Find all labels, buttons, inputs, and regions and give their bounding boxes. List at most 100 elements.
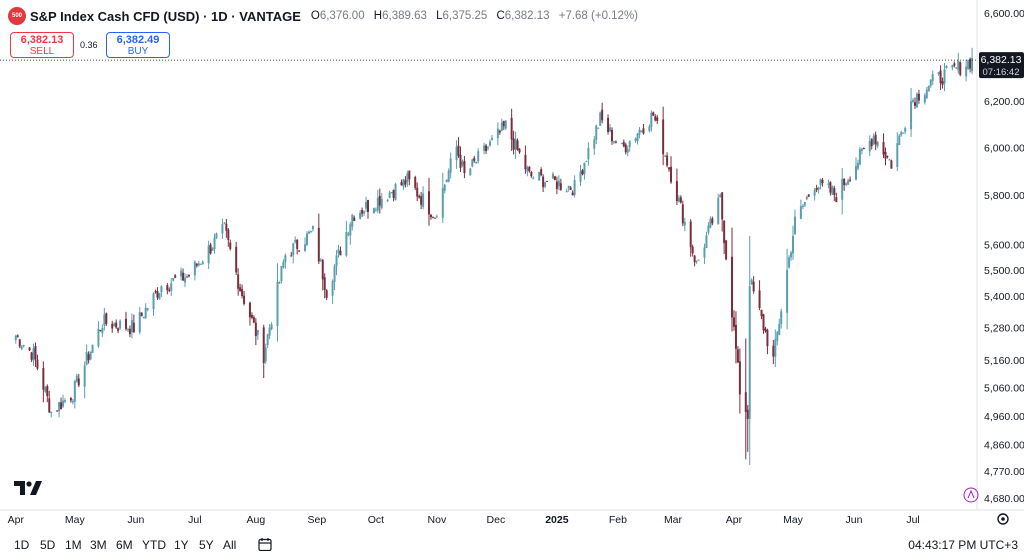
y-tick-label: 5,060.00: [984, 383, 1024, 395]
y-tick-label: 5,600.00: [984, 240, 1024, 252]
candle-body: [882, 142, 885, 155]
range-5d-button[interactable]: 5D: [40, 538, 56, 552]
candle-body: [126, 329, 129, 331]
candle-body: [856, 162, 859, 169]
settings-gear-icon[interactable]: [997, 513, 1009, 525]
range-1m-button[interactable]: 1M: [65, 538, 82, 552]
clock-readout[interactable]: 04:43:17 PM UTC+3: [908, 538, 1018, 552]
candle-body: [679, 197, 682, 203]
candle-body: [601, 109, 604, 121]
candle-body: [367, 199, 370, 212]
y-tick-label: 4,860.00: [984, 440, 1024, 452]
candle-body: [512, 138, 515, 150]
candle-body: [628, 141, 631, 148]
candle-body: [209, 244, 212, 254]
candle-body: [638, 129, 641, 135]
candle-body: [607, 117, 610, 133]
candle-body: [854, 165, 857, 180]
x-tick-label: Apr: [8, 514, 25, 526]
range-1d-button[interactable]: 1D: [14, 538, 30, 552]
chart-header: 500 S&P Index Cash CFD (USD) · 1D · VANT…: [8, 6, 638, 26]
candle-body: [44, 387, 47, 392]
candle-body: [514, 138, 517, 150]
range-all-button[interactable]: All: [223, 538, 237, 552]
candle-body: [862, 147, 865, 150]
range-3m-button[interactable]: 3M: [90, 538, 107, 552]
candle-body: [337, 249, 340, 254]
candle-body: [827, 183, 830, 186]
low-value: 6,375.25: [442, 10, 488, 22]
candle-body: [459, 154, 462, 168]
x-tick-label: Aug: [247, 514, 266, 526]
candle-body: [388, 192, 391, 198]
range-ytd-button[interactable]: YTD: [142, 538, 166, 552]
candle-body: [441, 188, 444, 218]
candle-body: [156, 291, 159, 298]
candle-body: [884, 151, 887, 159]
y-tick-label: 5,500.00: [984, 265, 1024, 277]
candle-body: [416, 187, 419, 197]
candle-body: [620, 142, 623, 144]
candle-body: [455, 146, 458, 161]
candle-body: [376, 197, 379, 211]
sell-button[interactable]: 6,382.13 SELL: [10, 32, 74, 58]
candle-body: [111, 323, 114, 329]
y-tick-label: 5,160.00: [984, 355, 1024, 367]
range-5y-button[interactable]: 5Y: [199, 538, 214, 552]
candle-body: [58, 402, 61, 412]
last-price-label: 6,382.13: [981, 54, 1022, 66]
symbol-title[interactable]: S&P Index Cash CFD (USD) · 1D · VANTAGE: [30, 8, 301, 24]
candle-body: [323, 277, 326, 291]
candle-body: [725, 240, 728, 260]
candle-body: [174, 275, 177, 278]
candle-body: [71, 400, 74, 403]
candle-body: [280, 266, 283, 282]
candle-body: [335, 255, 338, 267]
symbol-badge-icon[interactable]: 500: [8, 7, 26, 25]
candle-body: [489, 141, 491, 146]
candle-body: [719, 194, 722, 198]
candle-body: [250, 314, 253, 318]
x-tick-label: Jun: [127, 514, 144, 526]
candle-body: [353, 217, 356, 221]
candle-body: [904, 128, 907, 132]
tradingview-logo-icon[interactable]: [14, 481, 42, 500]
candle-body: [46, 386, 49, 397]
candle-body: [652, 112, 655, 116]
y-tick-label: 5,800.00: [984, 190, 1024, 202]
candle-body: [778, 323, 781, 335]
candle-body: [201, 261, 204, 265]
candle-body: [445, 179, 448, 183]
candle-body: [542, 176, 545, 188]
candle-body: [18, 339, 21, 347]
candle-body: [681, 204, 684, 224]
candle-body: [734, 324, 737, 349]
candle-body: [821, 179, 824, 184]
close-label: C: [496, 10, 505, 22]
x-tick-label: May: [65, 514, 86, 526]
candle-body: [152, 293, 155, 310]
candle-body: [752, 281, 755, 292]
candle-body: [819, 179, 822, 186]
candle-body: [184, 277, 187, 283]
candle-body: [750, 279, 753, 285]
candle-body: [829, 181, 832, 193]
candle-body: [931, 74, 934, 82]
candle-body: [75, 375, 78, 382]
candle-body: [876, 142, 879, 147]
candle-body: [363, 211, 366, 214]
range-1y-button[interactable]: 1Y: [174, 538, 189, 552]
range-6m-button[interactable]: 6M: [116, 538, 133, 552]
ohlc-readout: O6,376.00 H6,389.63 L6,375.25 C6,382.13 …: [311, 10, 638, 22]
candle-body: [551, 173, 554, 179]
candle-body: [695, 261, 698, 263]
candle-body: [860, 148, 863, 151]
candle-body: [193, 261, 196, 276]
buy-button[interactable]: 6,382.49 BUY: [106, 32, 170, 58]
candle-body: [254, 322, 257, 337]
candle-body: [634, 138, 637, 142]
calendar-icon[interactable]: [258, 537, 272, 551]
candle-body: [900, 132, 903, 136]
candle-body: [764, 328, 767, 332]
